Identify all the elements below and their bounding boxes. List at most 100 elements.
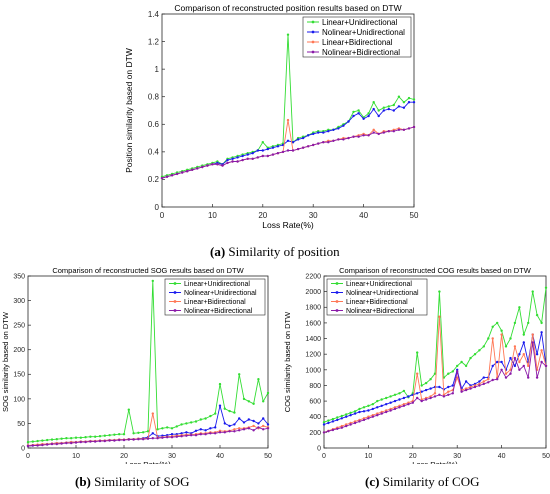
data-point xyxy=(518,360,521,364)
data-point xyxy=(420,399,423,403)
data-point xyxy=(482,345,485,348)
data-point xyxy=(199,428,202,431)
data-point xyxy=(79,436,83,439)
legend-marker xyxy=(173,309,177,312)
data-point xyxy=(487,381,490,384)
data-point xyxy=(407,403,410,406)
data-point xyxy=(199,418,202,421)
caption-cog: (c) Similarity of COG xyxy=(365,474,479,490)
y-tick-label: 2200 xyxy=(305,273,321,280)
data-point xyxy=(196,167,199,170)
data-point xyxy=(262,400,265,403)
legend-marker xyxy=(335,309,339,312)
y-tick-label: 0.6 xyxy=(148,120,160,129)
data-point xyxy=(337,138,340,141)
data-point xyxy=(170,174,174,177)
data-point xyxy=(358,420,361,423)
data-point xyxy=(312,132,315,136)
data-point xyxy=(357,135,360,138)
data-point xyxy=(266,391,270,395)
data-point xyxy=(31,444,34,447)
data-point xyxy=(429,378,432,381)
data-point xyxy=(377,109,380,112)
data-point xyxy=(151,412,154,415)
data-point xyxy=(367,417,370,420)
data-point xyxy=(204,417,207,420)
data-point xyxy=(382,131,385,134)
data-point xyxy=(451,370,454,373)
data-point xyxy=(180,423,183,426)
y-tick-label: 1000 xyxy=(305,367,321,374)
data-point xyxy=(127,438,130,441)
data-point xyxy=(513,356,517,360)
data-point xyxy=(487,337,490,340)
y-tick-label: 1.4 xyxy=(148,10,160,19)
data-point xyxy=(389,395,392,398)
data-point xyxy=(402,101,406,104)
data-point xyxy=(393,399,397,403)
data-point xyxy=(357,112,360,115)
data-point xyxy=(170,433,174,436)
data-point xyxy=(151,437,154,440)
data-point xyxy=(447,390,450,393)
data-point xyxy=(407,127,411,130)
data-point xyxy=(223,407,226,410)
data-point xyxy=(367,409,370,412)
data-point xyxy=(204,429,207,432)
data-point xyxy=(271,146,275,149)
x-tick-label: 30 xyxy=(168,453,176,460)
data-point xyxy=(36,439,39,443)
legend-marker xyxy=(173,282,177,285)
data-point xyxy=(50,438,54,441)
data-point xyxy=(327,419,330,422)
data-point xyxy=(336,418,339,422)
data-point xyxy=(190,421,193,424)
data-point xyxy=(226,161,229,165)
data-point xyxy=(340,426,343,429)
data-point xyxy=(345,413,348,416)
data-point xyxy=(456,370,459,373)
data-point xyxy=(535,376,539,379)
data-point xyxy=(307,145,310,148)
data-point xyxy=(322,141,325,144)
data-point xyxy=(387,107,390,111)
data-point xyxy=(500,333,503,336)
data-point xyxy=(218,382,222,386)
data-point xyxy=(407,101,411,104)
data-point xyxy=(185,431,188,434)
data-point xyxy=(185,434,188,437)
x-tick-label: 50 xyxy=(264,453,272,460)
data-point xyxy=(504,376,508,379)
data-point xyxy=(352,114,355,118)
data-point xyxy=(175,172,179,176)
data-point xyxy=(491,364,494,368)
x-tick-label: 40 xyxy=(498,453,506,460)
data-point xyxy=(166,426,169,429)
data-point xyxy=(380,398,383,401)
data-point xyxy=(238,429,241,432)
data-point xyxy=(509,356,512,360)
data-point xyxy=(362,418,366,422)
data-point xyxy=(433,392,437,395)
legend: Linear+Unidirectional Nolinear+Unidirecti… xyxy=(326,278,428,316)
sog-similarity-chart: Comparison of reconstructed SOG results … xyxy=(1,266,272,469)
legend-label: Linear+Unidirectional xyxy=(346,281,412,288)
data-point xyxy=(353,410,357,413)
data-point xyxy=(322,423,326,426)
data-point xyxy=(238,417,241,420)
y-tick-label: 300 xyxy=(13,298,25,305)
data-point xyxy=(175,425,178,428)
data-point xyxy=(482,380,485,383)
data-point xyxy=(447,393,450,396)
data-point xyxy=(327,130,330,133)
data-point xyxy=(132,432,135,435)
data-point xyxy=(209,427,212,430)
legend-label: Linear+Unidirectional xyxy=(322,18,398,27)
data-point xyxy=(231,157,234,160)
x-tick-label: 20 xyxy=(409,453,417,460)
data-point xyxy=(433,372,437,375)
data-point xyxy=(349,411,352,414)
x-tick-label: 40 xyxy=(359,211,368,220)
data-point xyxy=(151,279,154,283)
data-point xyxy=(531,333,534,336)
